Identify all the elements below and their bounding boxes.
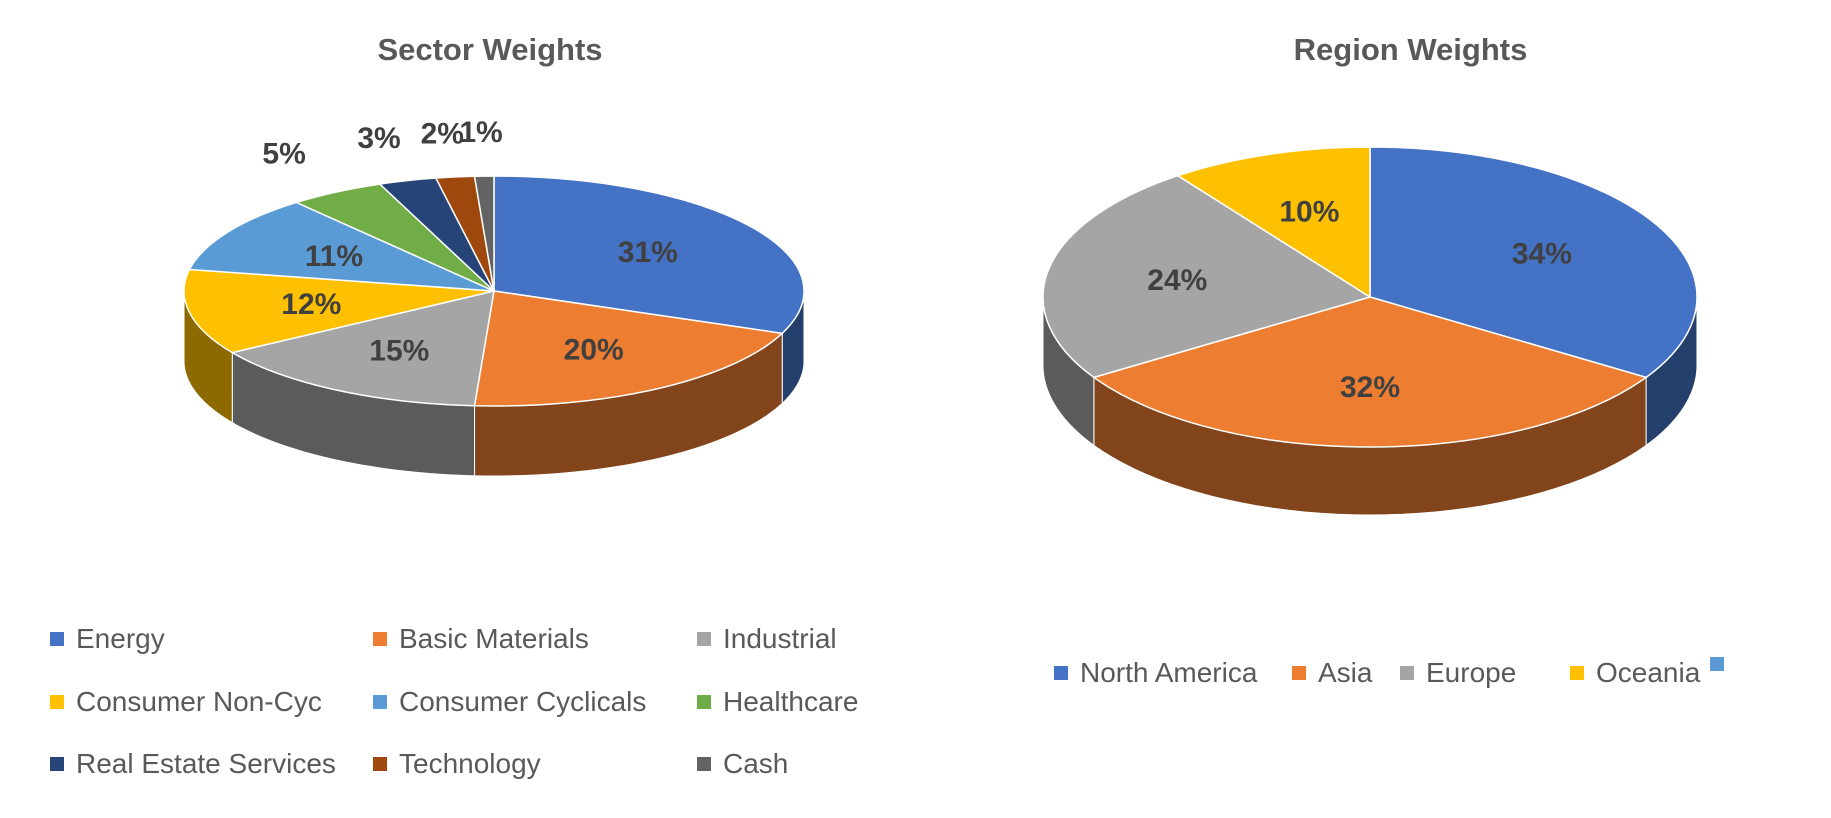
legend-item-industrial: Industrial (697, 623, 837, 655)
legend-item-consumer-cyclicals: Consumer Cyclicals (373, 686, 646, 718)
legend-swatch (1292, 666, 1306, 680)
legend-label: Consumer Non-Cyc (76, 686, 322, 717)
data-label-technology: 2% (421, 117, 464, 150)
data-label-energy: 31% (618, 236, 678, 269)
pie-slice-energy (493, 175, 805, 335)
pie-slice-asia (1092, 296, 1648, 448)
pie-slice-industrial (230, 290, 495, 407)
region-chart-title: Region Weights (1293, 32, 1528, 67)
legend-label: Oceania (1596, 657, 1701, 688)
legend-swatch (50, 632, 64, 646)
legend-swatch (697, 757, 711, 771)
legend-swatch (50, 757, 64, 771)
legend-label: Industrial (723, 623, 837, 654)
legend-label: Europe (1426, 657, 1517, 688)
pie-slice-europe (1042, 174, 1372, 379)
legend-swatch (697, 695, 711, 709)
legend-item-technology: Technology (373, 748, 541, 780)
data-label-asia: 32% (1340, 371, 1400, 404)
legend-item-cash: Cash (697, 748, 788, 780)
data-label-oceania: 10% (1279, 195, 1339, 228)
legend-swatch (1054, 666, 1068, 680)
legend-swatch (373, 632, 387, 646)
data-label-north-america: 34% (1512, 238, 1572, 271)
legend-swatch (50, 695, 64, 709)
legend-label: Consumer Cyclicals (399, 686, 647, 717)
data-label-basic-materials: 20% (564, 333, 624, 366)
legend-swatch (373, 695, 387, 709)
legend-label: Asia (1318, 657, 1373, 688)
pie-slice-oceania (1176, 146, 1371, 299)
pie-slice-cash (473, 175, 495, 292)
legend-swatch (1570, 666, 1584, 680)
legend-item-asia: Asia (1292, 657, 1372, 689)
region-chart: Region Weights 34% 32% 24% 10% North Americ… (990, 0, 1831, 818)
pie-slice-consumer-non-cyc (183, 268, 495, 354)
legend-label: North America (1080, 657, 1258, 688)
legend-item-consumer-non-cyc: Consumer Non-Cyc (50, 686, 322, 718)
pie-slice-basic-materials (473, 290, 784, 407)
legend-item-healthcare: Healthcare (697, 686, 858, 718)
data-label-consumer-cyclicals: 11% (305, 240, 363, 273)
legend-item-north-america: North America (1054, 657, 1257, 689)
legend-label: Energy (76, 623, 165, 654)
legend-swatch (1400, 666, 1414, 680)
legend-swatch (1710, 657, 1724, 671)
sector-pie: 31% 20% 15% 12% 11% 5% 3% 2%1% (183, 116, 805, 477)
legend-label: Basic Materials (399, 623, 589, 654)
data-label-healthcare: 5% (262, 137, 305, 170)
legend-swatch (697, 632, 711, 646)
legend-item-oceania: Oceania (1570, 657, 1700, 689)
legend-label: Real Estate Services (76, 748, 336, 779)
legend-swatch (373, 757, 387, 771)
data-label-europe: 24% (1147, 264, 1207, 297)
legend-label: Healthcare (723, 686, 859, 717)
legend-item-basic-materials: Basic Materials (373, 623, 589, 655)
sector-chart: Sector Weights 31% 20% 15% 12% 11% 5% 3% 2% 1% E… (50, 32, 858, 780)
legend-label: Technology (399, 748, 541, 779)
pie-slice-consumer-cyclicals (188, 201, 495, 292)
data-label-real-estate-services: 3% (357, 122, 400, 155)
data-label-industrial: 15% (369, 334, 429, 367)
legend-item-europe: Europe (1400, 657, 1516, 689)
legend-item-real-estate-services: Real Estate Services (50, 748, 336, 780)
pie-slice-north-america (1369, 146, 1698, 379)
sector-chart-title: Sector Weights (377, 32, 603, 67)
data-label-consumer-non-cyc: 12% (281, 288, 341, 321)
region-pie: 34% 32% 24% 10% (1042, 146, 1698, 516)
legend-item-energy: Energy (50, 623, 165, 655)
legend-item-unlabeled (1710, 657, 1736, 671)
legend-label: Cash (723, 748, 789, 779)
data-label-cash: 1% (459, 116, 502, 149)
